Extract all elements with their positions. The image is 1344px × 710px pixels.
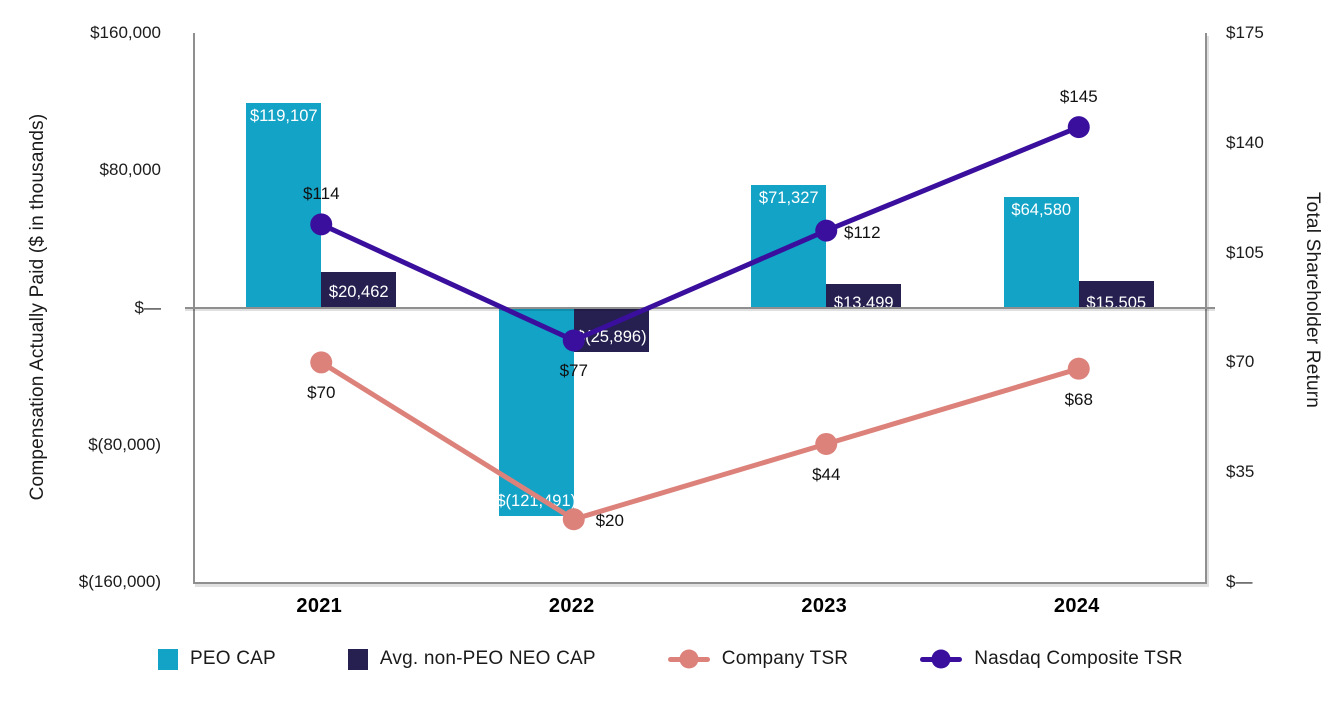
legend-square-swatch	[347, 648, 368, 670]
x-axis-label-2021: 2021	[296, 595, 343, 617]
x-axis-label-2022: 2022	[548, 595, 595, 617]
left-axis-tick: $160,000	[90, 23, 161, 42]
right-axis-tick: $70	[1226, 352, 1255, 372]
data-point-dot	[1067, 357, 1090, 380]
legend-square-swatch	[158, 648, 178, 670]
left-axis-ticks: $160,000 $80,000 $— $(80,000) $(160,000)	[0, 0, 161, 710]
legend-label: Nasdaq Composite TSR	[974, 648, 1183, 669]
point-value-label: $77	[559, 361, 588, 381]
data-point-dot	[310, 351, 333, 374]
legend-line-dot-marker	[667, 649, 710, 669]
bar-avg-non-peo-neo-cap-2023: $13,499	[826, 284, 902, 308]
bar-value-label: $71,327	[758, 189, 819, 208]
right-axis-tick: $105	[1226, 242, 1264, 262]
bar-value-label: $13,499	[833, 294, 894, 308]
line-company-tsr	[319, 360, 1080, 522]
zero-baseline	[185, 306, 1215, 309]
data-point-dot	[310, 213, 333, 236]
left-axis-tick: $—	[134, 297, 161, 317]
point-value-label: $70	[307, 383, 336, 403]
left-axis-tick: $(160,000)	[78, 572, 161, 591]
point-value-label: $145	[1059, 87, 1098, 107]
right-axis-tick: $—	[1226, 572, 1253, 591]
legend-item-company-tsr: Company TSR	[667, 648, 849, 670]
data-point-dot	[562, 508, 585, 531]
legend-item-peo-cap: PEO CAP	[158, 648, 276, 670]
data-point-dot	[562, 329, 585, 352]
legend-label: PEO CAP	[190, 648, 276, 669]
point-value-label: $68	[1064, 389, 1093, 409]
legend-item-avg-non-peo-neo-cap: Avg. non-PEO NEO CAP	[347, 648, 596, 670]
x-axis-labels: 2021 2022 2023 2024	[0, 595, 1344, 625]
legend-line-dot-marker	[920, 649, 963, 669]
data-point-dot	[815, 432, 838, 455]
point-value-label: $44	[812, 464, 841, 484]
legend-label: Avg. non-PEO NEO CAP	[379, 648, 596, 669]
bar-avg-non-peo-neo-cap-2024: $15,505	[1078, 280, 1154, 308]
data-point-dot	[815, 219, 838, 242]
legend-label: Company TSR	[721, 648, 849, 669]
right-axis-tick: $35	[1226, 462, 1255, 482]
x-axis-label-2024: 2024	[1053, 595, 1100, 617]
bar-value-label: $20,462	[328, 283, 389, 302]
legend-marker-dot	[931, 649, 951, 669]
point-value-label: $112	[843, 222, 881, 242]
left-axis-tick: $(80,000)	[88, 434, 161, 454]
point-value-label: $114	[302, 184, 340, 204]
bar-avg-non-peo-neo-cap-2021: $20,462	[321, 272, 397, 308]
bar-value-label: $15,505	[1086, 294, 1147, 308]
right-axis-ticks: $175 $140 $105 $70 $35 $—	[1226, 0, 1336, 710]
legend-marker-dot	[679, 649, 699, 669]
left-axis-tick: $80,000	[99, 160, 161, 180]
right-axis-tick: $175	[1226, 23, 1264, 42]
tsr-lines-svg	[310, 116, 1090, 531]
bar-peo-cap-2022: $(121,491)	[496, 307, 576, 516]
bar-value-label: $119,107	[249, 107, 318, 126]
x-axis-label-2023: 2023	[801, 595, 848, 617]
legend: PEO CAP Avg. non-PEO NEO CAP Company TSR Na…	[158, 648, 1183, 670]
right-axis-tick: $140	[1226, 132, 1264, 152]
bar-peo-cap-2024: $64,580	[1003, 196, 1079, 308]
data-point-dot	[1067, 116, 1090, 139]
legend-item-nasdaq-composite-tsr: Nasdaq Composite TSR	[920, 648, 1183, 670]
plot-area: $119,107 $(121,491) $71,327 $64,580 $20,462 $…	[185, 33, 1215, 584]
line-nasdaq-composite-tsr	[320, 124, 1080, 344]
point-value-label: $20	[595, 511, 624, 531]
bar-value-label: $64,580	[1011, 200, 1072, 219]
bar-peo-cap-2021: $119,107	[246, 103, 322, 308]
